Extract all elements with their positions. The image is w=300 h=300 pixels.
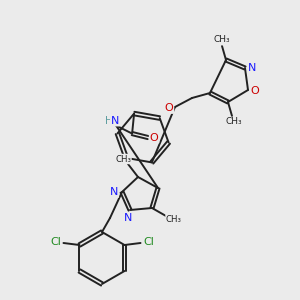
Text: O: O [165,103,173,113]
Text: N: N [110,187,118,197]
Text: Cl: Cl [50,237,61,247]
Text: N: N [124,213,132,223]
Text: Cl: Cl [143,237,154,247]
Text: CH₃: CH₃ [166,214,182,224]
Text: O: O [150,133,158,142]
Text: N: N [248,63,256,73]
Text: CH₃: CH₃ [214,35,230,44]
Text: H: H [105,116,113,126]
Text: CH₃: CH₃ [226,118,242,127]
Text: N: N [111,116,119,126]
Text: CH₃: CH₃ [115,154,131,164]
Text: O: O [250,86,260,96]
